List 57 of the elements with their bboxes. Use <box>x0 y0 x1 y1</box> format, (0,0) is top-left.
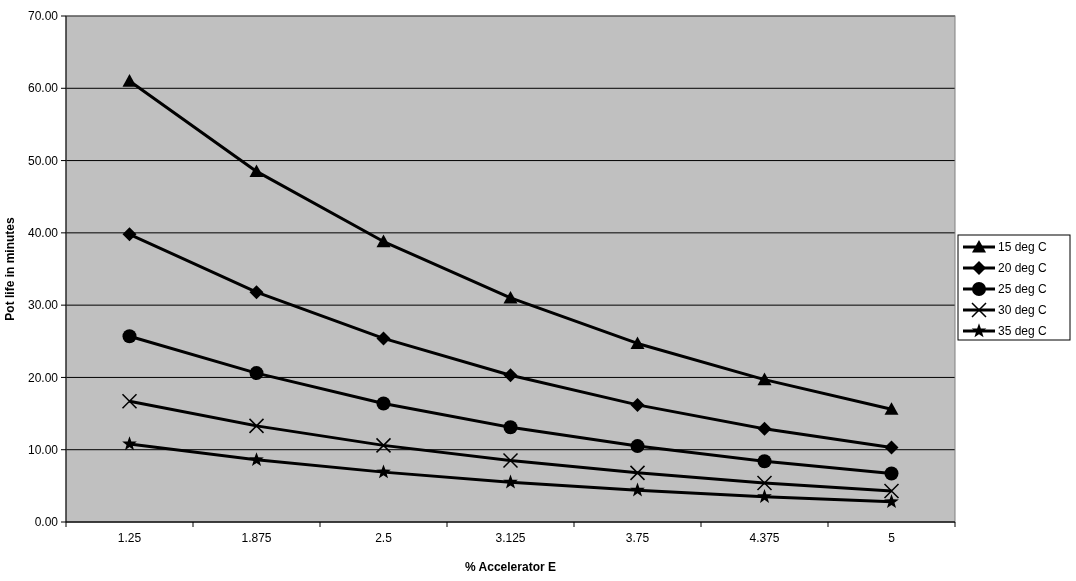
point <box>629 465 646 481</box>
y-tick-label: 10.00 <box>27 442 59 457</box>
point <box>757 454 772 469</box>
point <box>503 290 518 304</box>
x-tick-label: 1.875 <box>241 531 272 545</box>
point <box>503 368 518 383</box>
point <box>883 483 900 499</box>
point <box>630 397 645 412</box>
point <box>757 372 772 386</box>
point <box>122 436 137 451</box>
point <box>248 418 265 434</box>
x-tick-label: 1.25 <box>117 531 142 545</box>
legend-label: 35 deg C <box>998 324 1048 339</box>
y-tick-label: 40.00 <box>27 226 59 241</box>
y-tick-label: 0.00 <box>34 515 59 530</box>
point <box>376 396 391 411</box>
point <box>757 421 772 436</box>
point <box>121 393 138 410</box>
x-tick-label: 3.75 <box>625 531 650 545</box>
point <box>884 440 899 455</box>
point <box>630 482 645 497</box>
y-tick-label: 60.00 <box>27 81 59 96</box>
point <box>503 420 518 435</box>
point <box>249 164 264 178</box>
point <box>756 475 773 491</box>
point <box>375 437 392 454</box>
point <box>376 234 391 248</box>
x-tick-label: 5 <box>888 531 896 545</box>
point <box>884 402 899 415</box>
point <box>503 474 518 489</box>
y-axis-title: Pot life in minutes <box>3 217 17 321</box>
y-tick-label: 20.00 <box>27 370 59 385</box>
point <box>376 331 391 346</box>
point <box>122 74 137 87</box>
point <box>122 227 137 242</box>
y-tick-label: 50.00 <box>27 153 59 168</box>
point <box>502 452 519 469</box>
point <box>884 494 899 508</box>
x-tick-label: 2.5 <box>375 531 393 545</box>
point <box>249 366 264 381</box>
legend-label: 20 deg C <box>998 261 1048 276</box>
x-tick-label: 4.375 <box>749 531 780 545</box>
point <box>630 336 645 350</box>
point <box>249 452 264 467</box>
legend-label: 25 deg C <box>998 282 1048 297</box>
y-tick-label: 30.00 <box>27 298 59 313</box>
point <box>122 329 137 344</box>
x-tick-label: 3.125 <box>495 531 526 545</box>
point <box>249 285 264 300</box>
point <box>376 464 391 479</box>
legend-label: 15 deg C <box>998 240 1048 255</box>
point <box>757 489 772 503</box>
point <box>630 439 645 454</box>
y-tick-label: 70.00 <box>27 9 59 24</box>
x-axis-title: % Accelerator E <box>465 560 556 574</box>
legend-label: 30 deg C <box>998 303 1048 318</box>
point <box>884 466 899 481</box>
